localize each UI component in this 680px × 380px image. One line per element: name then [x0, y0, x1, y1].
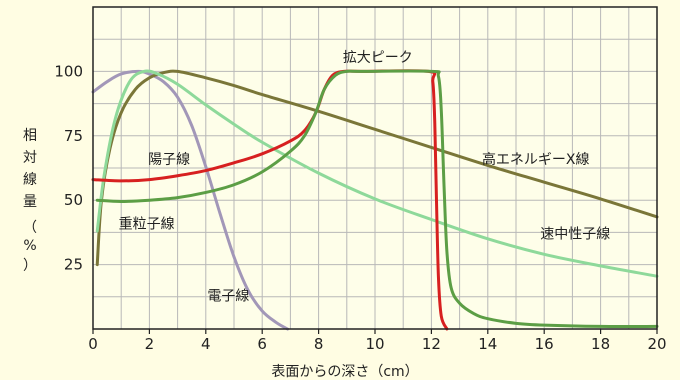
series-line-xray	[95, 69, 659, 267]
x-tick-label: 6	[257, 335, 267, 353]
annotation-label: 速中性子線	[540, 227, 610, 243]
y-tick-label: 50	[64, 191, 83, 209]
y-tick-label: 25	[64, 256, 83, 274]
series-line-electron	[91, 69, 290, 331]
axes: 0 2 4 6 8 10 12 14 16 18 20 25 50 75 100 表面からの深さ（cm） 相対線…	[23, 6, 667, 380]
y-axis-title: 相対線量（%）	[23, 128, 37, 274]
x-axis-title: 表面からの深さ（cm）	[271, 364, 418, 380]
x-tick-label: 20	[647, 335, 666, 353]
y-tick-label: 75	[64, 127, 83, 145]
series-lines	[91, 69, 659, 331]
annotation-label: 高エネルギーX線	[482, 151, 590, 168]
series-line-heavy-ion	[95, 69, 659, 329]
x-tick-label: 0	[88, 335, 98, 353]
x-tick-label: 14	[478, 335, 497, 353]
x-tick-label: 18	[591, 335, 610, 353]
x-tick-label: 4	[201, 335, 211, 353]
x-tick-label: 2	[145, 335, 155, 353]
annotation-label: 拡大ピーク	[343, 50, 413, 66]
x-tick-label: 8	[314, 335, 324, 353]
annotation-label: 陽子線	[148, 152, 190, 168]
annotation-label: 重粒子線	[119, 216, 175, 232]
x-tick-label: 16	[535, 335, 554, 353]
series-line-fast-neutron	[95, 69, 659, 278]
x-tick-label: 10	[365, 335, 384, 353]
x-tick-label: 12	[422, 335, 441, 353]
grid-lines	[93, 7, 657, 329]
y-tick-label: 100	[54, 62, 83, 80]
annotation-label: 電子線	[207, 289, 249, 305]
